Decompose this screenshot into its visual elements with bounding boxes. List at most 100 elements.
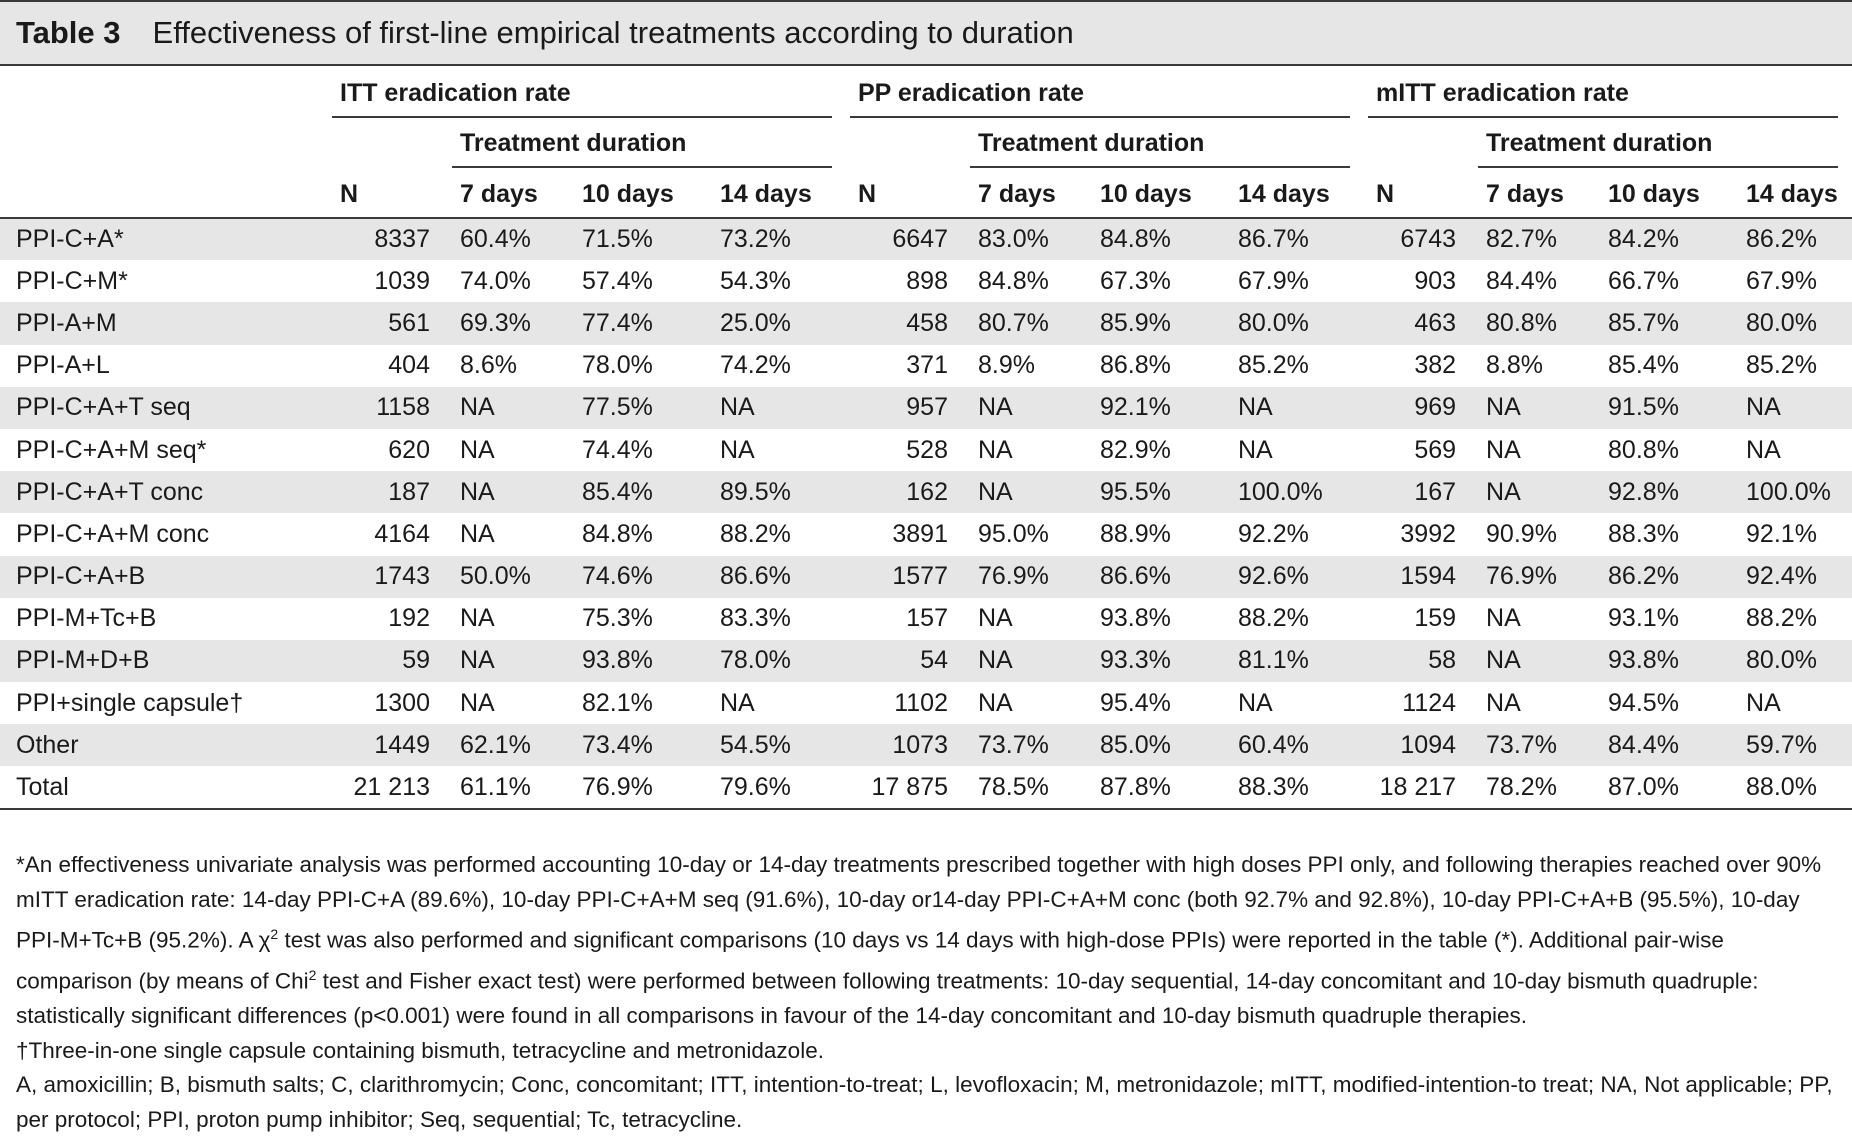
group-header-row: ITT eradication rate PP eradication rate…: [0, 66, 1852, 118]
cell-rate: 80.8%: [1608, 435, 1679, 464]
col-7-days: 7 days: [1486, 180, 1564, 208]
cell-rate: 92.1%: [1100, 393, 1171, 422]
cell-rate: NA: [1486, 477, 1521, 506]
cell-rate: 84.8%: [978, 266, 1049, 295]
cell-rate: 69.3%: [460, 308, 531, 337]
cell-n: 458: [906, 308, 948, 337]
row-label: Total: [16, 772, 69, 801]
cell-n: 1300: [374, 688, 430, 717]
table-row: PPI+single capsule† 1300 NA 82.1% NA 1102 NA 95…: [0, 682, 1852, 724]
cell-rate: NA: [460, 519, 495, 548]
cell-rate: 76.9%: [582, 772, 653, 801]
table-row: PPI-C+M* 1039 74.0% 57.4% 54.3% 898 84.8% 67.3%…: [0, 260, 1852, 302]
cell-rate: 93.8%: [1100, 604, 1171, 633]
cell-rate: 61.1%: [460, 772, 531, 801]
cell-rate: NA: [978, 604, 1013, 633]
col-7-days: 7 days: [460, 180, 538, 208]
cell-rate: NA: [720, 435, 755, 464]
chi-symbol: χ: [258, 927, 271, 953]
cell-n: 1073: [892, 730, 948, 759]
footnote-text: *An effectiveness univariate analysis wa…: [16, 852, 1822, 953]
table-title-bar: Table 3 Effectiveness of first-line empi…: [0, 0, 1852, 66]
cell-rate: 90.9%: [1486, 519, 1557, 548]
cell-rate: 89.5%: [720, 477, 791, 506]
cell-rate: 77.4%: [582, 308, 653, 337]
cell-rate: 84.8%: [1100, 225, 1171, 254]
cell-rate: NA: [460, 646, 495, 675]
cell-rate: 88.3%: [1238, 772, 1309, 801]
table-row: Total 21 213 61.1% 76.9% 79.6% 17 875 78.5% 87.…: [0, 766, 1852, 809]
cell-rate: NA: [720, 393, 755, 422]
cell-rate: 88.3%: [1608, 519, 1679, 548]
cell-rate: 85.7%: [1608, 308, 1679, 337]
cell-rate: NA: [1486, 604, 1521, 633]
cell-n: 18 217: [1379, 772, 1457, 801]
cell-n: 528: [906, 435, 948, 464]
empty-corner: [0, 118, 328, 168]
col-7-days: 7 days: [978, 180, 1056, 208]
row-label: PPI-M+Tc+B: [16, 604, 157, 633]
cell-n: 1743: [374, 562, 430, 591]
cell-rate: NA: [460, 604, 495, 633]
cell-rate: 92.6%: [1238, 562, 1309, 591]
cell-rate: 57.4%: [582, 266, 653, 295]
cell-rate: 84.8%: [582, 519, 653, 548]
cell-rate: 84.4%: [1608, 730, 1679, 759]
table-row: PPI-C+A+T seq 1158 NA 77.5% NA 957 NA 92.1% NA 96…: [0, 386, 1852, 429]
cell-n: 167: [1414, 477, 1457, 506]
empty-corner: [0, 168, 328, 218]
col-10-days: 10 days: [1100, 180, 1192, 208]
table-body: PPI-C+A* 8337 60.4% 71.5% 73.2% 6647 83.0% 84.8…: [0, 218, 1852, 809]
cell-rate: 60.4%: [460, 225, 531, 254]
group-header-mitt: mITT eradication rate: [1364, 66, 1852, 118]
cell-rate: 86.8%: [1100, 351, 1171, 380]
cell-rate: 83.0%: [978, 225, 1049, 254]
cell-rate: 80.0%: [1746, 646, 1817, 675]
cell-rate: 62.1%: [460, 730, 531, 759]
cell-rate: 85.2%: [1238, 351, 1309, 380]
cell-rate: NA: [1238, 435, 1273, 464]
table-number: Table 3: [16, 15, 121, 50]
cell-rate: 80.0%: [1746, 308, 1817, 337]
cell-rate: 74.6%: [582, 562, 653, 591]
cell-rate: 73.7%: [978, 730, 1049, 759]
cell-rate: 93.3%: [1100, 646, 1171, 675]
cell-rate: 82.1%: [582, 688, 653, 717]
cell-rate: 83.3%: [720, 604, 791, 633]
table-row: PPI-M+D+B 59 NA 93.8% 78.0% 54 NA 93.3% 81.1% 58 N…: [0, 639, 1852, 683]
cell-rate: 92.2%: [1238, 519, 1309, 548]
cell-rate: 67.9%: [1238, 266, 1309, 295]
cell-rate: 86.2%: [1746, 225, 1817, 254]
cell-rate: 8.6%: [460, 351, 517, 380]
cell-n: 54: [920, 646, 948, 675]
cell-n: 382: [1414, 351, 1457, 380]
cell-rate: NA: [1486, 688, 1521, 717]
cell-n: 1094: [1400, 730, 1457, 759]
cell-n: 59: [402, 646, 430, 675]
cell-rate: 78.0%: [582, 351, 653, 380]
cell-rate: 74.4%: [582, 435, 653, 464]
cell-rate: NA: [1746, 435, 1781, 464]
cell-n: 3891: [892, 519, 948, 548]
row-label: PPI-C+A+M conc: [16, 519, 210, 548]
col-14-days: 14 days: [1746, 180, 1838, 208]
cell-rate: 75.3%: [582, 604, 653, 633]
cell-rate: NA: [978, 393, 1013, 422]
cell-n: 1158: [376, 393, 430, 422]
cell-rate: 95.4%: [1100, 688, 1171, 717]
cell-rate: 67.3%: [1100, 266, 1171, 295]
cell-rate: 88.0%: [1746, 772, 1817, 801]
col-n: N: [858, 180, 877, 208]
cell-rate: 94.5%: [1608, 688, 1679, 717]
cell-rate: 84.4%: [1486, 266, 1557, 295]
cell-rate: NA: [978, 435, 1013, 464]
cell-rate: 85.0%: [1100, 730, 1171, 759]
empty-corner: [0, 66, 328, 118]
footnote-analysis: *An effectiveness univariate analysis wa…: [16, 848, 1841, 1034]
cell-rate: NA: [978, 477, 1013, 506]
row-label: PPI-C+A+B: [16, 562, 146, 591]
cell-n: 6743: [1400, 225, 1457, 254]
footnote-abbreviations: A, amoxicillin; B, bismuth salts; C, cla…: [16, 1072, 1833, 1132]
duration-header-pp: Treatment duration: [966, 118, 1364, 168]
